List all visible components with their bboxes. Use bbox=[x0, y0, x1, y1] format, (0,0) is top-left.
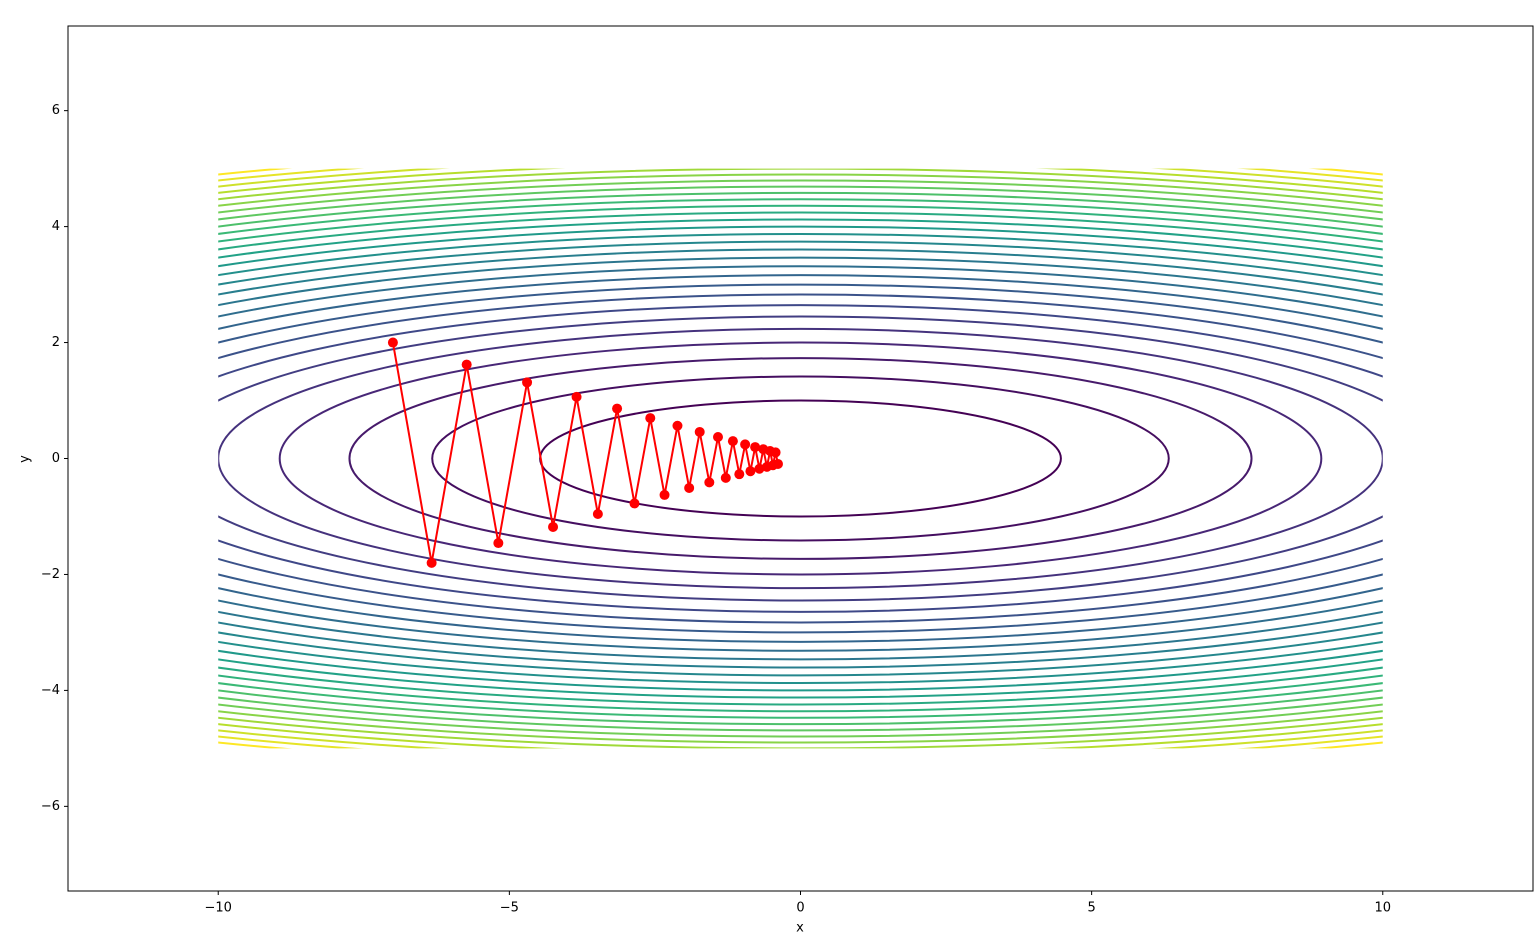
descent-point bbox=[750, 442, 761, 453]
y-tick-label: 6 bbox=[52, 103, 60, 118]
descent-point bbox=[745, 466, 756, 477]
descent-point bbox=[548, 521, 559, 532]
contour-line bbox=[218, 293, 1383, 624]
contour-line bbox=[218, 265, 1383, 652]
descent-point bbox=[571, 391, 582, 402]
contour-line bbox=[218, 211, 1383, 706]
descent-point bbox=[659, 489, 670, 500]
x-tick-label: 5 bbox=[1087, 901, 1095, 916]
descent-point bbox=[672, 420, 683, 431]
contour-line bbox=[218, 179, 1383, 738]
contour-line bbox=[218, 233, 1383, 684]
descent-point bbox=[684, 482, 695, 493]
y-tick-label: −4 bbox=[41, 683, 60, 698]
contour-line bbox=[218, 185, 1383, 732]
descent-point bbox=[612, 403, 623, 414]
contour-line bbox=[218, 225, 1383, 692]
descent-point bbox=[645, 413, 656, 424]
descent-point bbox=[720, 472, 731, 483]
contour-line bbox=[431, 375, 1170, 542]
y-tick-label: 2 bbox=[52, 335, 60, 350]
descent-point bbox=[387, 337, 398, 348]
contour-line bbox=[218, 204, 1383, 713]
x-tick-label: −5 bbox=[500, 901, 519, 916]
contour-line bbox=[218, 248, 1383, 669]
y-axis-label: y bbox=[18, 455, 33, 463]
contour-line bbox=[218, 315, 1383, 602]
descent-point bbox=[712, 431, 723, 442]
descent-point bbox=[592, 508, 603, 519]
descent-point bbox=[694, 426, 705, 437]
descent-point bbox=[727, 436, 738, 447]
descent-point bbox=[770, 447, 781, 458]
contour-line bbox=[218, 173, 1383, 744]
contour-line bbox=[218, 304, 1383, 613]
contour-line bbox=[218, 327, 1383, 590]
descent-point bbox=[522, 377, 533, 388]
x-tick-label: −10 bbox=[205, 901, 232, 916]
contour-line bbox=[218, 168, 1383, 749]
contours bbox=[218, 168, 1383, 749]
descent-point bbox=[740, 439, 751, 450]
descent-point bbox=[461, 359, 472, 370]
contour-line bbox=[218, 218, 1383, 699]
descent-point bbox=[772, 458, 783, 469]
y-tick-label: 4 bbox=[52, 219, 60, 234]
x-tick-label: 10 bbox=[1375, 901, 1392, 916]
y-tick-label: −6 bbox=[41, 799, 60, 814]
contour-line bbox=[278, 341, 1323, 576]
y-tick-label: 0 bbox=[52, 451, 60, 466]
contour-line bbox=[218, 168, 1383, 749]
descent-path bbox=[391, 342, 779, 564]
plot-frame bbox=[67, 25, 1534, 892]
descent-point bbox=[493, 538, 504, 549]
x-tick-label: 0 bbox=[796, 901, 804, 916]
contour-line bbox=[218, 283, 1383, 634]
descent-point bbox=[629, 498, 640, 509]
y-tick-label: −2 bbox=[41, 567, 60, 582]
descent-point bbox=[704, 477, 715, 488]
contour-line bbox=[218, 256, 1383, 661]
x-axis-label: x bbox=[796, 921, 804, 936]
descent-point bbox=[426, 557, 437, 568]
contour-line bbox=[218, 198, 1383, 719]
descent-point bbox=[734, 469, 745, 480]
contour-line bbox=[348, 357, 1253, 560]
contour-line bbox=[218, 191, 1383, 726]
contour-line bbox=[218, 240, 1383, 677]
contour-line bbox=[218, 274, 1383, 643]
